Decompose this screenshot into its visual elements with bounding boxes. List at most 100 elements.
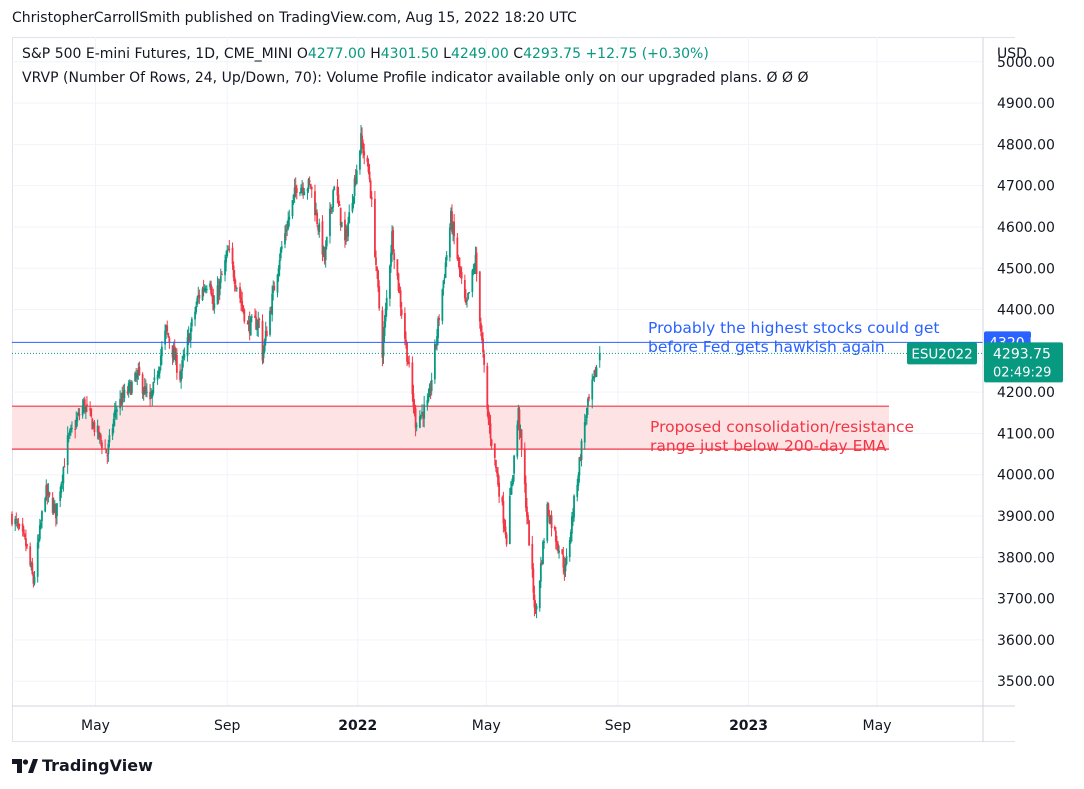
candle-body	[38, 525, 41, 540]
candle-body	[308, 180, 311, 183]
candle-body	[516, 424, 519, 457]
candle-body	[509, 487, 512, 496]
candle-body	[89, 408, 92, 411]
candle-body	[324, 246, 327, 261]
candle-body	[405, 339, 407, 343]
candle-body	[31, 562, 34, 575]
red-annotation-line1: Proposed consolidation/resistance	[650, 418, 915, 436]
candle-body	[22, 529, 25, 534]
symbol-tag[interactable]	[907, 342, 977, 365]
candle-body	[258, 319, 261, 321]
candle-body	[78, 414, 81, 416]
blue-annotation[interactable]: Probably the highest stocks could get be…	[648, 319, 939, 357]
price-tick-label: 4900.00	[997, 96, 1055, 112]
candle-body	[291, 200, 294, 217]
candle-body	[368, 171, 371, 180]
chart-frame[interactable]	[12, 37, 1015, 742]
candle-body	[21, 523, 24, 532]
chart-legend[interactable]: S&P 500 E-mini Futures, 1D, CME_MINI O42…	[22, 46, 709, 62]
candle-body	[225, 256, 228, 263]
candle-body	[533, 594, 536, 608]
candle-body	[549, 516, 552, 524]
candle-body	[16, 521, 19, 523]
last-price-label: 4293.75	[993, 346, 1051, 362]
candle-body	[558, 550, 560, 553]
candle-body	[338, 204, 341, 206]
candle-body	[505, 534, 508, 545]
candle-body	[141, 374, 144, 394]
candle-body	[504, 526, 507, 535]
candle-body	[456, 237, 459, 259]
price-tick-label: 3600.00	[997, 633, 1055, 649]
candle-body	[347, 222, 350, 237]
candle-body	[284, 233, 286, 245]
resistance-band	[12, 405, 889, 450]
candle-body	[336, 186, 339, 196]
candle-body	[408, 362, 411, 364]
candle-body	[323, 248, 326, 261]
tradingview-brand[interactable]: TradingView	[12, 756, 153, 775]
time-tick-label: 2023	[729, 718, 768, 734]
candle-body	[598, 353, 601, 361]
candle-body	[14, 518, 17, 525]
candle-body	[158, 367, 161, 374]
red-annotation[interactable]: Proposed consolidation/resistance range …	[650, 418, 914, 456]
candle-body	[482, 338, 484, 353]
candle-body	[165, 325, 168, 333]
candle-body	[265, 330, 268, 337]
publisher-credit: ChristopherCarrollSmith published on Tra…	[12, 10, 577, 26]
candle-body	[539, 563, 542, 582]
last-price-tag[interactable]	[984, 342, 1063, 383]
candle-body	[75, 419, 78, 428]
time-tick-label: May	[81, 718, 110, 734]
candle-body	[90, 408, 93, 417]
candle-body	[427, 396, 430, 402]
candle-body	[194, 311, 196, 320]
candle-body	[441, 289, 444, 321]
candle-body	[329, 208, 331, 236]
candle-body	[472, 268, 475, 273]
candle-body	[97, 426, 100, 438]
candle-body	[528, 520, 530, 546]
candle-body	[584, 419, 587, 421]
candle-body	[63, 466, 66, 468]
candle-body	[465, 297, 467, 303]
candle-body	[392, 230, 395, 252]
candle-body	[227, 249, 230, 251]
candle-body	[127, 383, 130, 392]
high-value: 4301.50	[380, 46, 439, 62]
candle-body	[216, 285, 219, 305]
candle-body	[18, 524, 21, 526]
candle-body	[157, 370, 160, 376]
candle-body	[497, 473, 499, 485]
candle-body	[210, 284, 213, 294]
candle-body	[577, 475, 580, 486]
vrvp-values: Ø Ø Ø	[766, 70, 809, 86]
candle-body	[213, 303, 216, 309]
candle-body	[340, 221, 343, 228]
candle-body	[339, 207, 342, 226]
price-tick-label: 5000.00	[997, 55, 1055, 71]
candle-body	[15, 518, 18, 521]
candle-body	[337, 194, 340, 204]
candle-body	[487, 410, 490, 420]
candle-body	[389, 265, 391, 299]
resistance-band-fill[interactable]	[12, 406, 889, 450]
candle-body	[205, 288, 208, 290]
candle-body	[61, 481, 64, 483]
candle-body	[534, 608, 537, 611]
price-tick-label: 4400.00	[997, 303, 1055, 319]
candle-body	[359, 150, 361, 170]
candle-body	[585, 407, 588, 419]
vrvp-legend[interactable]: VRVP (Number Of Rows, 24, Up/Down, 70): …	[22, 70, 808, 86]
candle-body	[135, 375, 138, 377]
candle-body	[66, 435, 69, 466]
candle-body	[41, 511, 43, 521]
candle-body	[53, 503, 56, 506]
candle-body	[239, 287, 241, 299]
candle-body	[333, 186, 336, 191]
candle-body	[531, 543, 534, 570]
candle-body	[353, 178, 356, 196]
candle-body	[563, 565, 566, 573]
